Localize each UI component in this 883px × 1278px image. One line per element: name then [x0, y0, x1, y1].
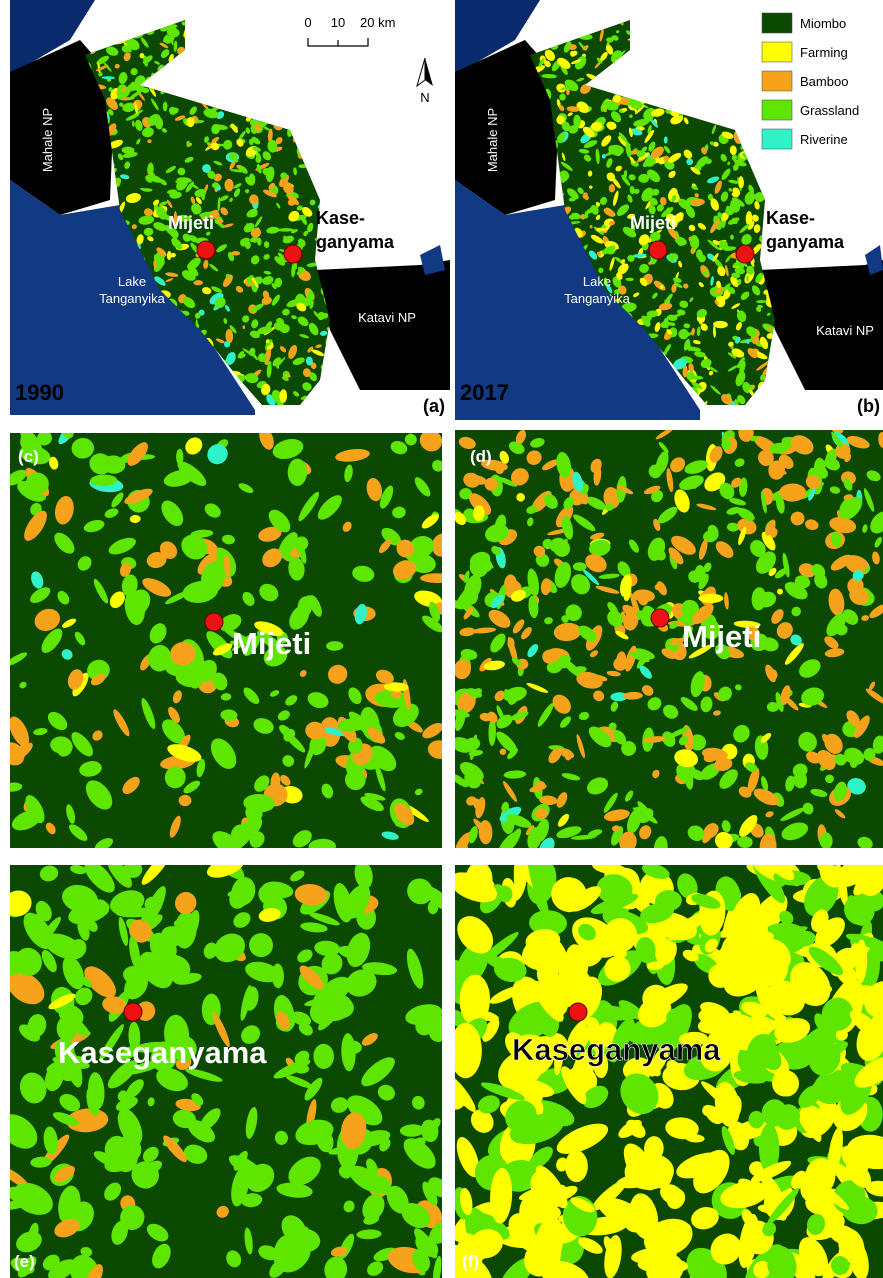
overview-map [10, 0, 450, 416]
legend-label: Riverine [800, 132, 848, 147]
village-label: ganyama [766, 232, 845, 252]
figure: Mahale NP Mijeti Kase- ganyama Lake Tang… [0, 0, 883, 1278]
legend-swatch [762, 42, 792, 62]
village-dot [205, 613, 223, 631]
village-dot [736, 245, 754, 263]
village-dot [197, 241, 215, 259]
village-label: Kaseganyama [512, 1032, 721, 1067]
year-label: 1990 [15, 380, 64, 405]
scale-label: 10 [331, 15, 345, 30]
detail-map [444, 423, 883, 861]
lake-label: Lake [583, 274, 611, 289]
legend-label: Grassland [800, 103, 859, 118]
legend-label: Bamboo [800, 74, 848, 89]
panel-tag: (f) [462, 1252, 479, 1271]
park-label: Mahale NP [40, 108, 55, 172]
year-label: 2017 [460, 380, 509, 405]
panel-tag: (b) [857, 396, 880, 416]
legend-swatch [762, 71, 792, 91]
village-label: Mijeti [630, 213, 676, 233]
panel-tag: (c) [18, 447, 39, 466]
scale-label: 0 [304, 15, 311, 30]
village-label: Kaseganyama [58, 1035, 267, 1070]
lake-label: Tanganyika [99, 291, 166, 306]
village-label: Mijeti [232, 626, 311, 661]
lake-label: Tanganyika [564, 291, 631, 306]
village-label: ganyama [316, 232, 395, 252]
village-label: Mijeti [682, 619, 761, 654]
panel-tag: (a) [423, 396, 445, 416]
village-dot [651, 609, 669, 627]
park-label: Mahale NP [485, 108, 500, 172]
park-label: Katavi NP [816, 323, 874, 338]
village-label: Kase- [766, 208, 815, 228]
north-label: N [420, 90, 429, 105]
legend-label: Farming [800, 45, 848, 60]
lake-label: Lake [118, 274, 146, 289]
village-label: Mijeti [168, 213, 214, 233]
panel-tag: (e) [14, 1252, 35, 1271]
village-dot [124, 1003, 142, 1021]
village-dot [569, 1003, 587, 1021]
legend-label: Miombo [800, 16, 846, 31]
village-dot [284, 245, 302, 263]
legend-swatch [762, 100, 792, 120]
legend-swatch [762, 129, 792, 149]
detail-map [0, 419, 454, 861]
village-label: Kase- [316, 208, 365, 228]
panel-tag: (d) [470, 447, 492, 466]
legend-swatch [762, 13, 792, 33]
park-label: Katavi NP [358, 310, 416, 325]
village-dot [649, 241, 667, 259]
scale-label: 20 km [360, 15, 395, 30]
